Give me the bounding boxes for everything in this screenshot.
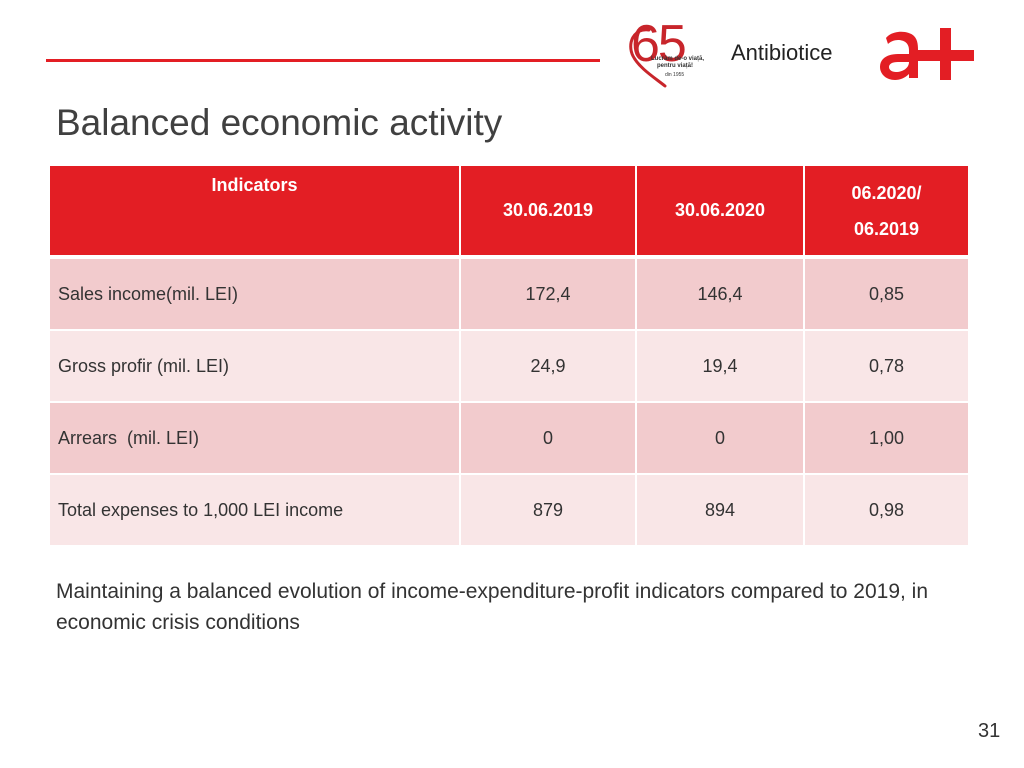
value-2020-cell: 894	[636, 474, 805, 547]
heart-outline-icon	[629, 28, 667, 88]
indicator-cell: Sales income(mil. LEI)	[50, 257, 461, 331]
ratio-cell: 0,78	[804, 330, 968, 403]
header-2019: 30.06.2019	[460, 166, 637, 259]
ratio-cell: 1,00	[804, 402, 968, 475]
header-indicators: Indicators	[50, 166, 461, 259]
anniversary-since: din 1955	[665, 72, 685, 78]
brand-name: Antibiotice	[731, 40, 833, 65]
table-row: Sales income(mil. LEI) 172,4 146,4 0,85	[50, 257, 968, 331]
indicator-cell: Gross profir (mil. LEI)	[50, 330, 461, 403]
value-2020-cell: 146,4	[636, 257, 805, 331]
value-2020-cell: 19,4	[636, 330, 805, 403]
value-2019-cell: 0	[460, 402, 637, 475]
anniversary-logo: 65 Lucrăm de-o viață, pentru viață! din …	[625, 15, 705, 92]
anniversary-number: 65	[631, 15, 687, 73]
value-2019-cell: 879	[460, 474, 637, 547]
table-row: Gross profir (mil. LEI) 24,9 19,4 0,78	[50, 330, 968, 403]
indicator-cell: Total expenses to 1,000 LEI income	[50, 474, 461, 547]
header-ratio-line2: 06.2019	[853, 218, 920, 239]
header-ratio: 06.2020/ 06.2019	[804, 166, 968, 259]
a-plus-logo-icon	[880, 28, 974, 80]
indicator-cell: Arrears (mil. LEI)	[50, 402, 461, 475]
table-header-row: Indicators 30.06.2019 30.06.2020 06.2020…	[50, 166, 968, 259]
anniversary-slogan-line1: Lucrăm de-o viață,	[651, 56, 705, 62]
page-number: 31	[978, 720, 1001, 742]
indicators-table: Indicators 30.06.2019 30.06.2020 06.2020…	[50, 166, 968, 547]
ratio-cell: 0,98	[804, 474, 968, 547]
table-row: Arrears (mil. LEI) 0 0 1,00	[50, 402, 968, 475]
value-2020-cell: 0	[636, 402, 805, 475]
ratio-cell: 0,85	[804, 257, 968, 331]
anniversary-slogan-line2: pentru viață!	[657, 63, 694, 69]
page-title: Balanced economic activity	[56, 102, 503, 143]
value-2019-cell: 172,4	[460, 257, 637, 331]
header-ratio-line1: 06.2020/	[851, 182, 922, 203]
header-divider-line	[46, 59, 600, 62]
header-2020: 30.06.2020	[636, 166, 805, 259]
summary-note: Maintaining a balanced evolution of inco…	[56, 580, 929, 634]
table-row: Total expenses to 1,000 LEI income 879 8…	[50, 474, 968, 547]
value-2019-cell: 24,9	[460, 330, 637, 403]
